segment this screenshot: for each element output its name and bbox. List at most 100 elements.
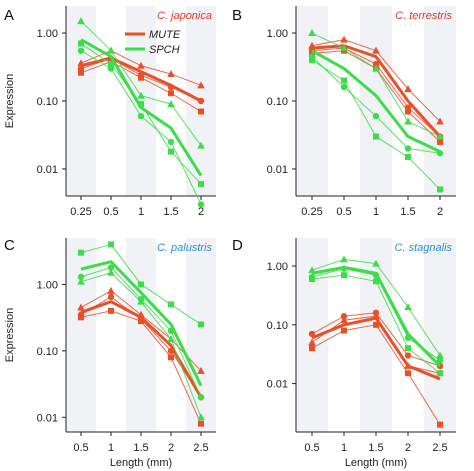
data-point: [197, 201, 205, 208]
x-tick-label: 2: [405, 442, 411, 454]
x-tick-label: 0.25: [70, 206, 91, 218]
data-point: [340, 255, 348, 263]
x-tick-label: 1.5: [368, 442, 383, 454]
data-point: [373, 321, 379, 328]
x-tick-label: 0.25: [301, 206, 322, 218]
y-tick-label: 0.01: [267, 379, 288, 391]
data-point: [436, 132, 444, 140]
data-point: [198, 108, 204, 115]
panel-a: 1.00 0.10 0.01 0.25 0.5 1 1.5 2 C. japonica A: [4, 6, 216, 218]
panel-letter: B: [232, 7, 242, 24]
data-point: [197, 141, 205, 149]
data-point: [197, 366, 205, 374]
data-point: [405, 153, 411, 160]
data-point: [198, 181, 204, 188]
data-point: [137, 91, 145, 99]
x-tick-label: 0.5: [73, 442, 88, 454]
x-tick-label: 0.5: [103, 206, 118, 218]
mean-line: [311, 49, 441, 153]
data-point: [436, 351, 444, 359]
y-tick-label: 1.00: [37, 279, 58, 291]
y-tick-label: 0.01: [37, 412, 58, 424]
x-axis-title: Length (mm): [345, 457, 407, 469]
data-point: [437, 138, 443, 145]
data-point: [404, 117, 412, 125]
data-point: [77, 47, 85, 54]
data-point: [437, 370, 443, 377]
data-point: [78, 314, 84, 321]
data-point: [107, 46, 115, 54]
bg-stripe: [424, 6, 456, 196]
data-point: [341, 77, 347, 84]
data-point: [168, 90, 174, 97]
x-tick-label: 1.5: [400, 206, 415, 218]
data-point: [309, 276, 315, 283]
data-point: [372, 112, 380, 120]
data-point: [373, 278, 379, 285]
data-point: [197, 394, 205, 401]
x-tick-label: 0.5: [304, 442, 319, 454]
data-point: [78, 249, 84, 256]
data-point: [197, 413, 205, 421]
data-point: [437, 186, 443, 193]
species-label: C. terrestris: [395, 10, 452, 22]
mean-line: [80, 260, 203, 387]
y-tick-label: 0.10: [267, 320, 288, 332]
data-point: [373, 133, 379, 140]
data-point: [107, 264, 115, 271]
data-point: [167, 138, 175, 146]
x-tick-label: 1.5: [133, 442, 148, 454]
y-tick-label: 1.00: [37, 28, 58, 40]
data-point: [197, 81, 205, 89]
data-point: [341, 327, 347, 334]
data-point: [77, 17, 85, 25]
data-point: [340, 83, 348, 91]
data-point: [308, 29, 316, 37]
data-point: [78, 69, 84, 76]
legend-label: SPCH: [149, 44, 180, 56]
data-point: [77, 303, 85, 311]
data-point: [437, 421, 443, 428]
data-point: [198, 420, 204, 427]
data-point: [107, 268, 115, 276]
data-point: [372, 64, 380, 72]
panel-d: 1.00 0.10 0.01 0.5 1 1.5 2 2.5 C. stagnalis D: [232, 237, 456, 454]
x-tick-label: 0.5: [336, 206, 351, 218]
data-point: [77, 273, 85, 281]
data-point: [108, 241, 114, 248]
data-point: [138, 74, 144, 81]
series-spch: [308, 255, 444, 377]
x-tick-label: 2: [437, 206, 443, 218]
data-point: [198, 321, 204, 328]
x-tick-label: 1: [341, 442, 347, 454]
data-point: [308, 266, 316, 274]
data-point: [77, 277, 85, 285]
x-tick-label: 2.5: [432, 442, 447, 454]
data-point: [138, 101, 144, 108]
data-point: [137, 297, 145, 305]
x-tick-label: 1: [138, 206, 144, 218]
data-point: [167, 335, 175, 343]
panel-letter: A: [4, 7, 14, 24]
data-point: [168, 301, 174, 308]
y-axis-title: Expression: [4, 308, 16, 362]
data-point: [405, 345, 411, 352]
data-point: [107, 286, 115, 294]
data-point: [405, 370, 411, 377]
mean-line: [311, 316, 441, 381]
y-tick-label: 1.00: [267, 28, 288, 40]
series-spch: [77, 17, 205, 208]
data-point: [404, 352, 412, 359]
panel-b: 1.00 0.10 0.01 0.25 0.5 1 1.5 2 C. terrestris B: [232, 6, 456, 218]
y-axis-title: Expression: [4, 74, 16, 128]
species-label: C. stagnalis: [395, 242, 453, 254]
bg-stripe: [126, 238, 156, 432]
mean-line: [80, 300, 203, 399]
data-point: [167, 69, 175, 77]
data-point: [137, 61, 145, 69]
x-tick-label: 2: [168, 442, 174, 454]
mean-line: [311, 265, 442, 367]
data-point: [340, 44, 348, 52]
mean-line: [80, 56, 202, 103]
data-point: [405, 108, 411, 115]
